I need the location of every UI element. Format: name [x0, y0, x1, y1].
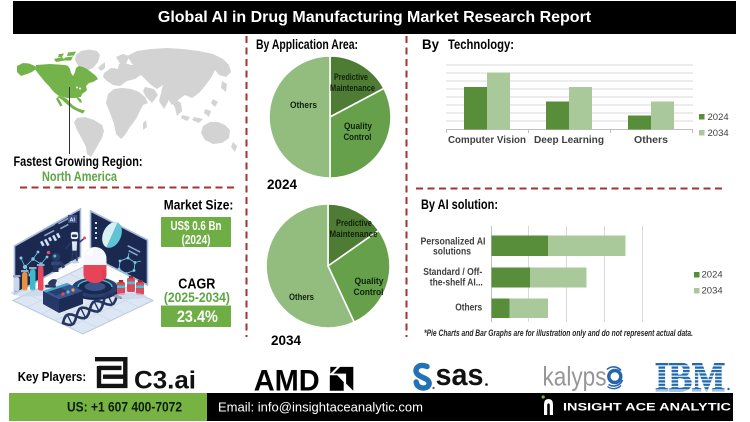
svg-text:Predictive: Predictive: [336, 218, 372, 228]
svg-text:US: +1 607 400-7072: US: +1 607 400-7072: [67, 399, 182, 415]
svg-text:Email: info@insightaceanalytic: Email: info@insightaceanalytic.com: [218, 401, 423, 415]
svg-text:IBM: IBM: [655, 363, 725, 393]
svg-text:AMD: AMD: [254, 365, 320, 393]
svg-text:Predictive: Predictive: [334, 72, 368, 82]
svg-text:C3.ai: C3.ai: [134, 366, 196, 392]
svg-text:Market Size:: Market Size:: [164, 198, 234, 213]
svg-text:By AI solution:: By AI solution:: [421, 196, 498, 212]
svg-text:Others: Others: [290, 100, 317, 111]
svg-text:sas: sas: [436, 360, 484, 392]
svg-text:23.4%: 23.4%: [177, 308, 218, 326]
svg-text:Personalized AI: Personalized AI: [421, 236, 486, 248]
svg-text:(2024): (2024): [182, 233, 211, 247]
svg-text:North America: North America: [42, 168, 117, 184]
svg-text:Computer Vision: Computer Vision: [448, 134, 526, 146]
svg-text:solutions: solutions: [433, 246, 471, 258]
svg-text:INSIGHT ACE ANALYTIC: INSIGHT ACE ANALYTIC: [563, 402, 731, 414]
svg-text:Fastest Growing Region:: Fastest Growing Region:: [14, 153, 143, 169]
svg-text:Technology:: Technology:: [448, 37, 514, 52]
svg-text:*Pie Charts and Bar Graphs are: *Pie Charts and Bar Graphs are for illus…: [424, 328, 693, 338]
svg-text:Deep Learning: Deep Learning: [534, 134, 604, 146]
svg-text:Key Players:: Key Players:: [18, 370, 87, 384]
svg-text:CAGR: CAGR: [178, 277, 215, 293]
svg-text:Standard / Off-: Standard / Off-: [423, 266, 482, 278]
svg-text:By: By: [422, 37, 439, 52]
svg-text:By Application Area:: By Application Area:: [256, 37, 358, 52]
svg-text:Maintenance: Maintenance: [330, 229, 378, 239]
svg-text:Control: Control: [354, 287, 384, 297]
svg-text:2024: 2024: [708, 112, 729, 123]
svg-text:Maintenance: Maintenance: [330, 83, 375, 93]
svg-text:the-shelf AI...: the-shelf AI...: [430, 277, 483, 289]
svg-text:Others: Others: [634, 134, 668, 146]
svg-text:Control: Control: [344, 132, 372, 142]
svg-text:kalyps: kalyps: [543, 362, 607, 392]
svg-text:2024: 2024: [702, 270, 723, 281]
svg-text:2034: 2034: [708, 128, 729, 139]
svg-text:(2025-2034): (2025-2034): [164, 290, 230, 305]
svg-text:Quality: Quality: [355, 276, 384, 286]
svg-text:AI: AI: [70, 218, 76, 224]
svg-text:Others: Others: [455, 302, 482, 314]
svg-text:Others: Others: [289, 292, 314, 303]
svg-text:US$ 0.6 Bn: US$ 0.6 Bn: [171, 219, 222, 233]
svg-text:Quality: Quality: [344, 121, 372, 131]
svg-text:2034: 2034: [702, 286, 723, 297]
